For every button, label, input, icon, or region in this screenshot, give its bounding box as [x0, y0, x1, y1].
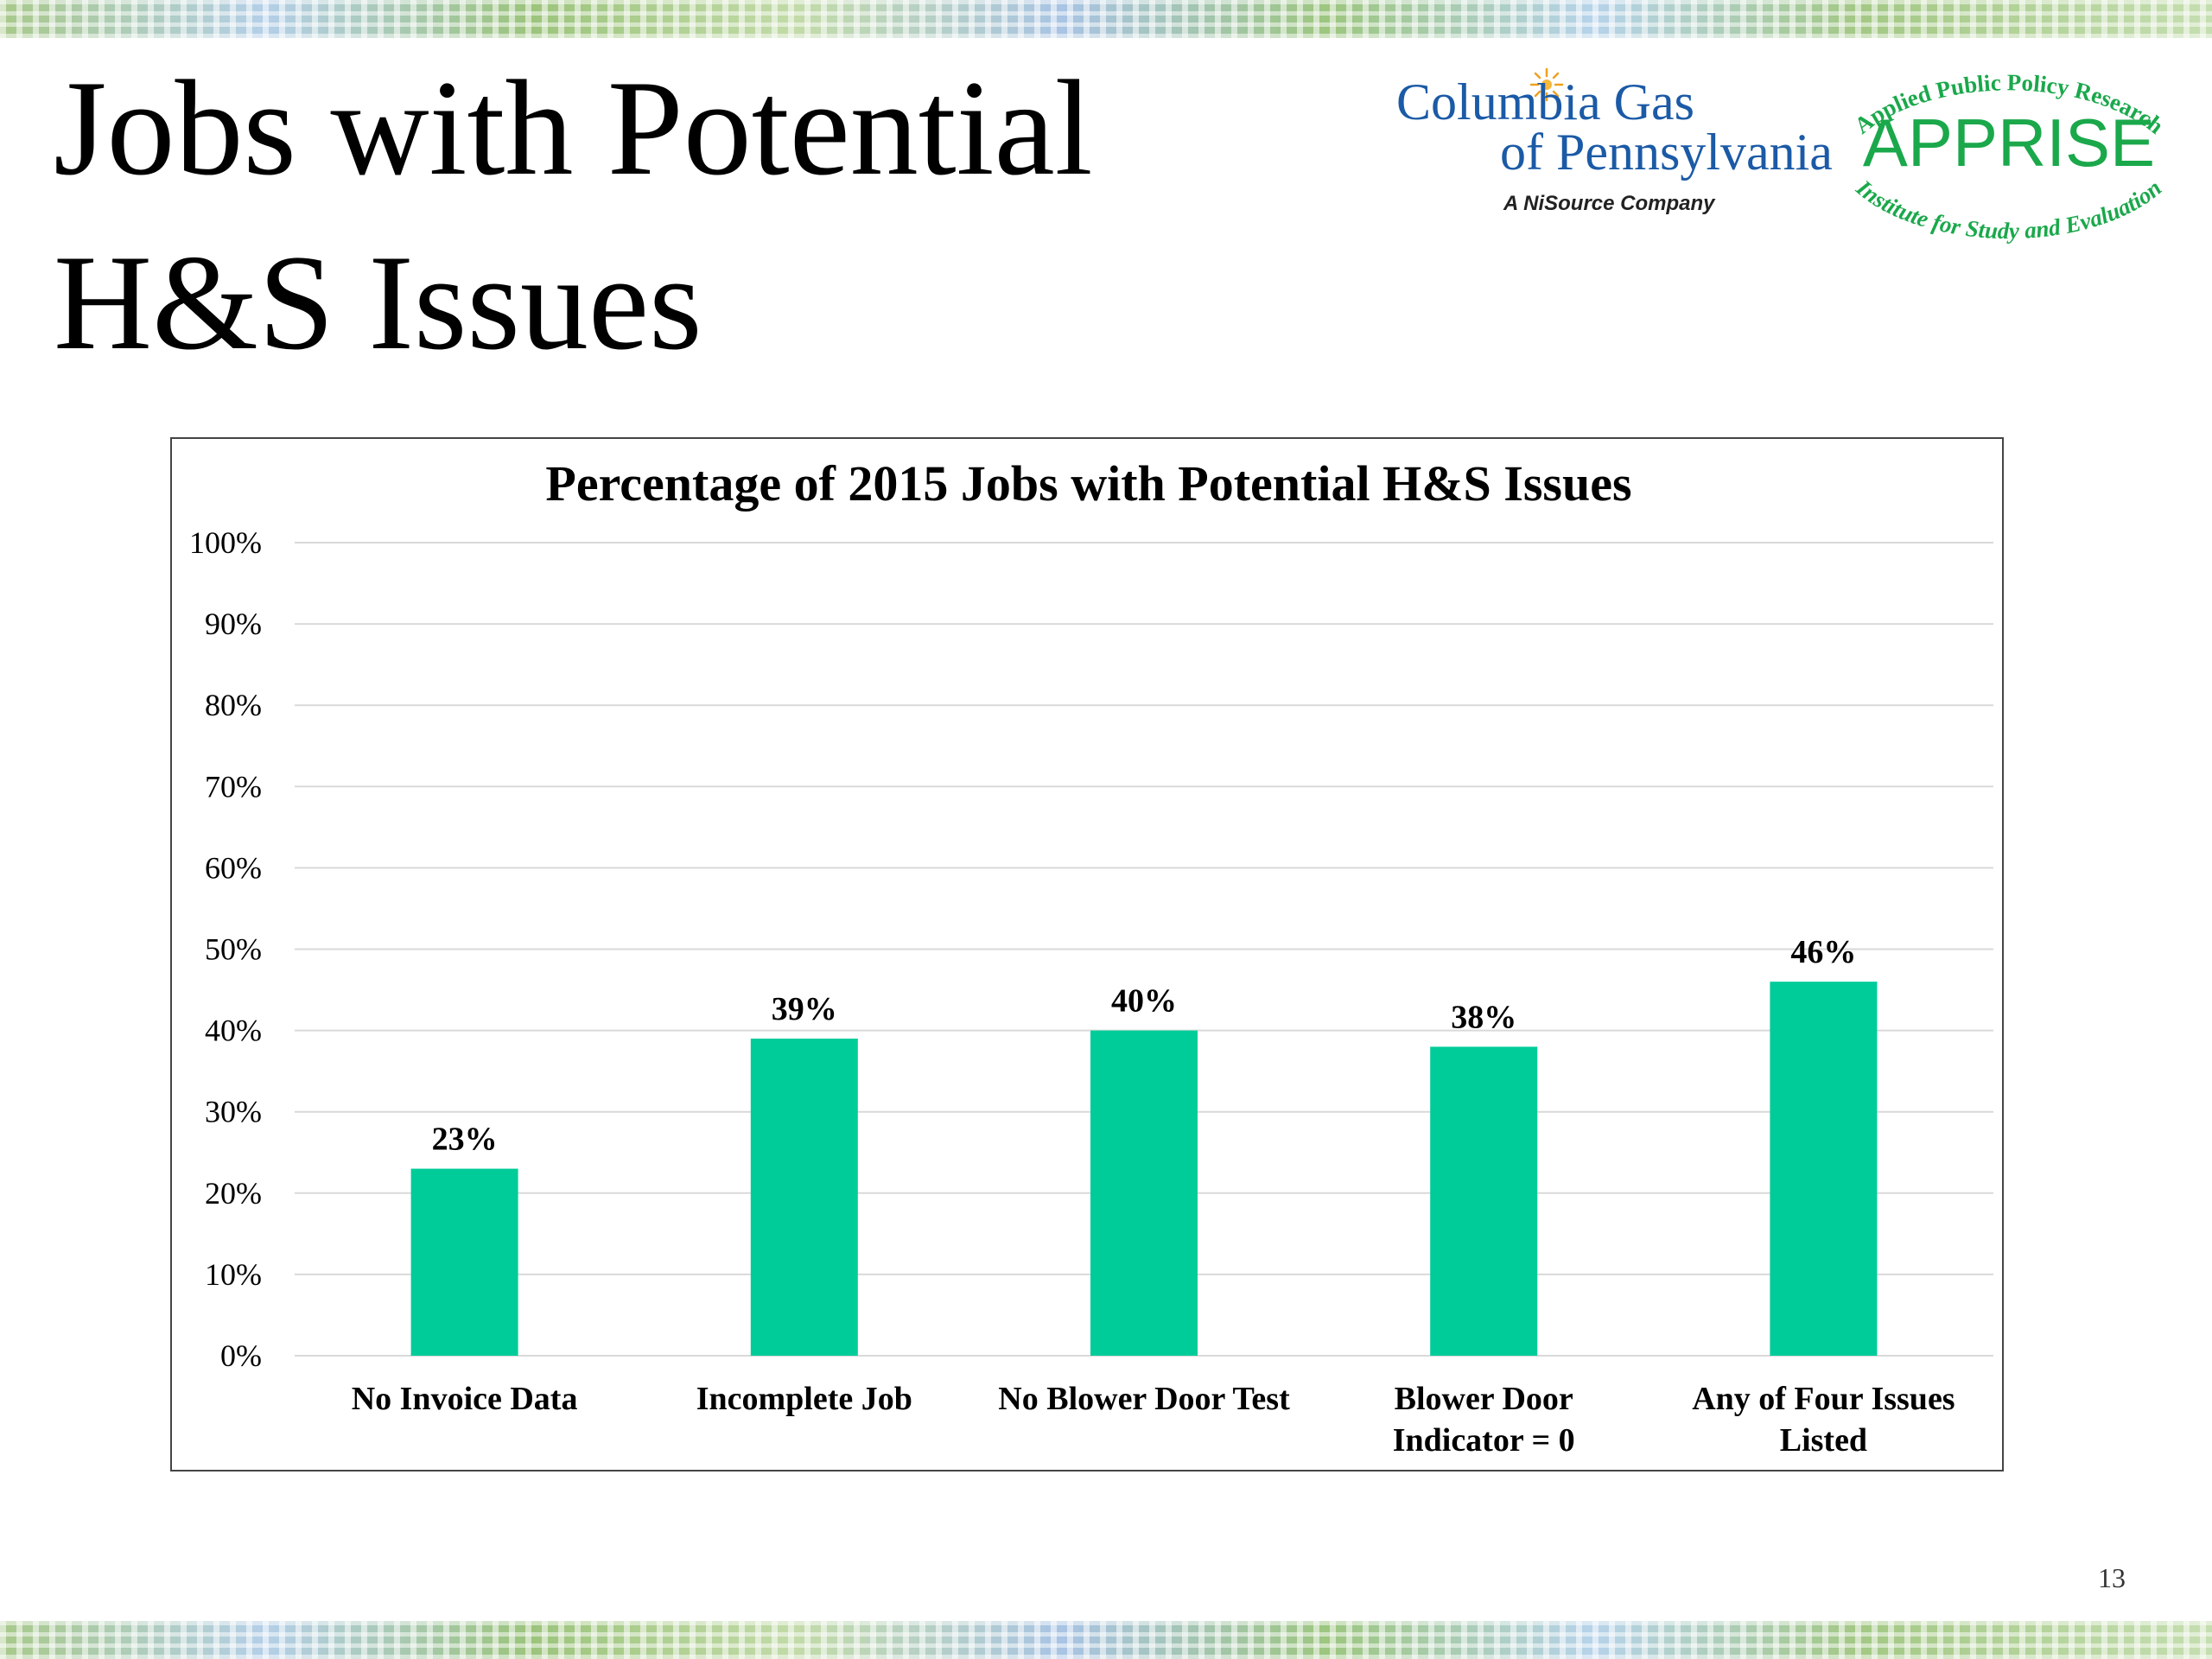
- x-axis-labels: No Invoice Data Incomplete Job No Blower D…: [352, 1381, 1955, 1459]
- slide-title-line-1: Jobs with Potential: [54, 53, 1093, 204]
- y-tick-label: 0%: [220, 1338, 262, 1373]
- page-number: 13: [2098, 1562, 2126, 1593]
- y-tick-label: 10%: [205, 1257, 262, 1292]
- apprise-logo: Applied Public Policy Research APPRISE I…: [1849, 69, 2168, 244]
- data-label: 39%: [772, 991, 837, 1027]
- chart-title: Percentage of 2015 Jobs with Potential H…: [545, 455, 1631, 512]
- y-tick-label: 70%: [205, 769, 262, 804]
- y-tick-label: 50%: [205, 932, 262, 967]
- y-tick-label: 30%: [205, 1095, 262, 1129]
- x-tick-label-line: Indicator = 0: [1393, 1422, 1575, 1459]
- data-labels: 23% 39% 40% 38% 46%: [432, 934, 1857, 1157]
- columbia-name-line-1: Columbia Gas: [1396, 73, 1694, 130]
- x-tick-label-line: No Invoice Data: [352, 1381, 578, 1417]
- x-tick-label: No Invoice Data: [352, 1381, 578, 1417]
- y-tick-label: 90%: [205, 607, 262, 641]
- columbia-gas-logo: Columbia Gas of Pennsylvania A NiSource …: [1382, 67, 1833, 223]
- bottom-decorative-band: [0, 1621, 2212, 1659]
- data-label: 23%: [432, 1122, 498, 1158]
- slide-title-line-2: H&S Issues: [54, 227, 702, 378]
- bar-chart: Percentage of 2015 Jobs with Potential H…: [189, 455, 1993, 1459]
- top-decorative-band: [0, 0, 2212, 38]
- columbia-subtitle: A NiSource Company: [1503, 192, 1715, 215]
- x-tick-label-line: Blower Door: [1395, 1381, 1573, 1417]
- y-axis-ticks: 0% 10% 20% 30% 40% 50% 60% 70% 80% 90% 100%: [189, 525, 262, 1373]
- bar: [1770, 982, 1878, 1356]
- chart-frame: Percentage of 2015 Jobs with Potential H…: [170, 437, 2004, 1471]
- columbia-name-line-2: of Pennsylvania: [1500, 124, 1833, 181]
- gridlines: [295, 542, 1993, 1357]
- y-tick-label: 40%: [205, 1014, 262, 1048]
- data-label: 40%: [1111, 983, 1177, 1020]
- y-tick-label: 20%: [205, 1176, 262, 1211]
- bar: [410, 1168, 518, 1356]
- x-tick-label: Any of Four Issues Listed: [1692, 1381, 1955, 1459]
- sun-icon: [1529, 67, 1564, 102]
- y-tick-label: 80%: [205, 688, 262, 722]
- bar: [750, 1039, 858, 1356]
- y-tick-label: 100%: [189, 525, 262, 560]
- x-tick-label: Blower Door Indicator = 0: [1393, 1381, 1575, 1459]
- x-tick-label-line: No Blower Door Test: [998, 1381, 1290, 1417]
- apprise-bottom-arc-text: Institute for Study and Evaluation: [1851, 175, 2166, 244]
- slide-title: Jobs with Potential H&S Issues: [54, 41, 1093, 391]
- x-tick-label: No Blower Door Test: [998, 1381, 1290, 1417]
- x-tick-label-line: Listed: [1780, 1422, 1867, 1459]
- bar: [1430, 1046, 1538, 1356]
- data-label: 46%: [1790, 934, 1856, 970]
- x-tick-label-line: Incomplete Job: [696, 1381, 912, 1417]
- bar: [1090, 1030, 1198, 1356]
- bars: [410, 982, 1878, 1356]
- y-tick-label: 60%: [205, 850, 262, 885]
- x-tick-label: Incomplete Job: [696, 1381, 912, 1417]
- data-label: 38%: [1451, 999, 1516, 1035]
- x-tick-label-line: Any of Four Issues: [1692, 1381, 1955, 1417]
- apprise-wordmark: APPRISE: [1863, 105, 2155, 181]
